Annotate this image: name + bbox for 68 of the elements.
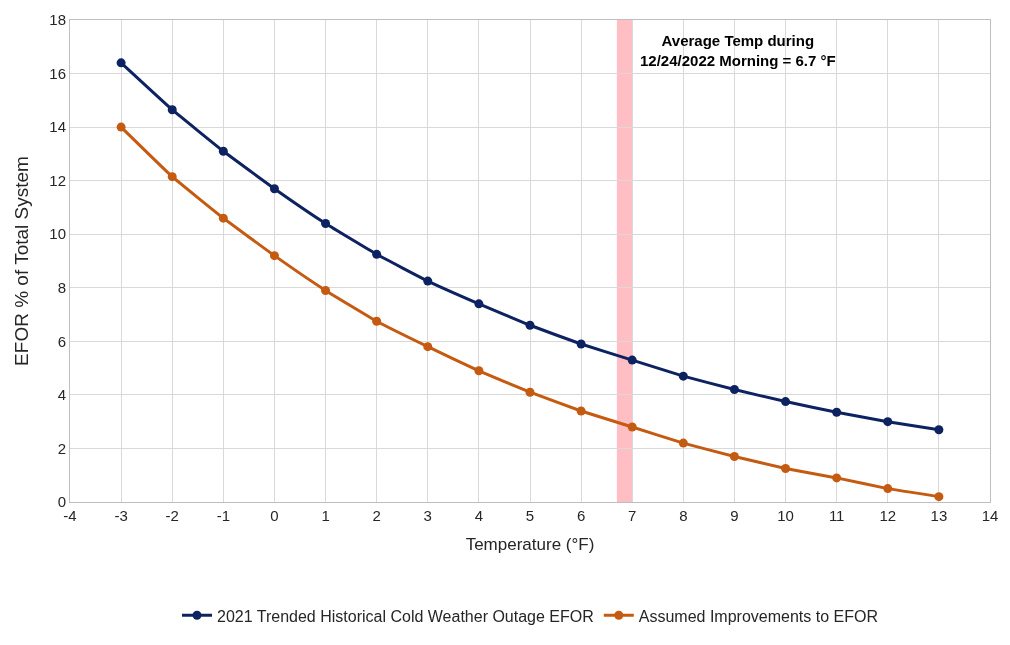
point xyxy=(627,355,637,365)
point xyxy=(167,172,177,182)
point xyxy=(167,105,177,115)
x-tick-label: 11 xyxy=(828,507,845,524)
point xyxy=(372,316,382,326)
legend-label: Assumed Improvements to EFOR xyxy=(638,607,878,625)
x-tick-label: 13 xyxy=(930,507,948,524)
point xyxy=(883,484,893,494)
point xyxy=(832,407,842,417)
point xyxy=(525,387,535,397)
x-tick-label: 5 xyxy=(525,507,535,524)
point xyxy=(729,385,739,395)
y-tick-label: 0 xyxy=(57,493,66,511)
x-tick-label: -2 xyxy=(165,507,179,524)
point xyxy=(269,184,279,194)
x-tick-label: 14 xyxy=(981,507,999,524)
point xyxy=(627,422,637,432)
x-tick-label: 9 xyxy=(730,507,739,524)
point xyxy=(781,397,791,407)
y-tick-label: 10 xyxy=(49,225,66,243)
point xyxy=(576,339,586,349)
point xyxy=(525,320,535,330)
y-axis-title: EFOR % of Total System xyxy=(11,156,33,366)
point xyxy=(934,492,944,502)
y-tick-label: 16 xyxy=(49,64,66,82)
x-tick-label: 6 xyxy=(576,507,586,524)
x-tick-label: -1 xyxy=(216,507,230,524)
point xyxy=(269,251,279,261)
x-axis-title: Temperature (°F) xyxy=(465,535,595,555)
point xyxy=(321,285,331,295)
y-tick-label: 2 xyxy=(57,439,66,457)
x-tick-label: 7 xyxy=(628,507,637,524)
point xyxy=(474,299,484,309)
y-tick-label: 12 xyxy=(49,171,66,189)
point xyxy=(576,406,586,416)
x-tick-label: 3 xyxy=(423,507,432,524)
x-tick-label: 8 xyxy=(679,507,688,524)
x-tick-label: 10 xyxy=(777,507,794,524)
x-tick-label: -3 xyxy=(114,507,128,524)
point xyxy=(678,438,688,448)
band-label: Average Temp during 12/24/2022 Morning = 6.7 °F xyxy=(640,32,836,69)
point xyxy=(423,342,433,352)
y-tick-label: 6 xyxy=(57,332,66,350)
point xyxy=(883,417,893,427)
point xyxy=(832,473,842,483)
x-tick-label: 2 xyxy=(372,507,381,524)
point xyxy=(116,122,126,132)
point xyxy=(218,146,228,156)
x-tick-label: 1 xyxy=(321,507,330,524)
point xyxy=(423,276,433,286)
y-tick-label: 4 xyxy=(57,386,66,404)
x-tick-label: 0 xyxy=(270,507,279,524)
point xyxy=(474,366,484,376)
point xyxy=(678,371,688,381)
y-tick-label: 18 xyxy=(49,11,66,29)
y-tick-label: 8 xyxy=(57,279,66,297)
y-tick-label: 14 xyxy=(49,118,66,136)
point xyxy=(934,425,944,435)
point xyxy=(372,249,382,259)
point xyxy=(218,213,228,223)
point xyxy=(321,219,331,229)
point xyxy=(116,58,126,68)
x-tick-label: 12 xyxy=(879,507,897,524)
x-tick-label: 4 xyxy=(474,507,484,524)
legend-label: 2021 Trended Historical Cold Weather Outage EFOR xyxy=(217,607,594,625)
point xyxy=(729,451,739,461)
x-tick-label: -4 xyxy=(63,507,77,524)
point xyxy=(781,464,791,474)
